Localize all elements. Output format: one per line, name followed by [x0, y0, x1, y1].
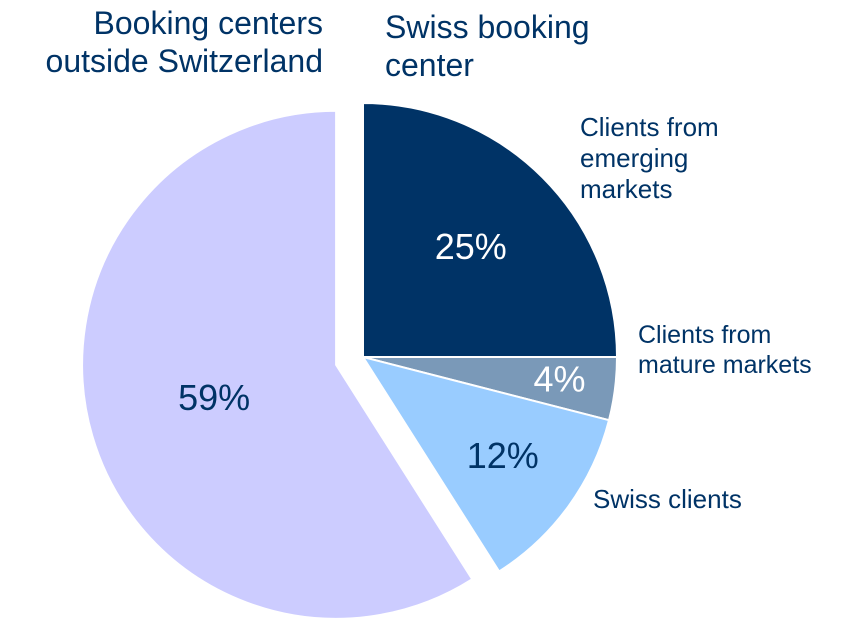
- category-label: Clients from mature markets: [638, 321, 812, 379]
- category-label: Booking centers outside Switzerland: [45, 5, 323, 80]
- value-label: 59%: [178, 377, 250, 418]
- value-label: 12%: [467, 435, 539, 476]
- group-label: Swiss booking center: [385, 9, 590, 84]
- value-label: 25%: [435, 226, 507, 267]
- category-label: Clients from emerging markets: [580, 112, 719, 205]
- pie-slice: [362, 101, 619, 358]
- category-label: Swiss clients: [593, 484, 742, 514]
- value-label: 4%: [534, 358, 586, 399]
- pie-slice: [360, 355, 611, 573]
- pie-slice: [81, 109, 474, 620]
